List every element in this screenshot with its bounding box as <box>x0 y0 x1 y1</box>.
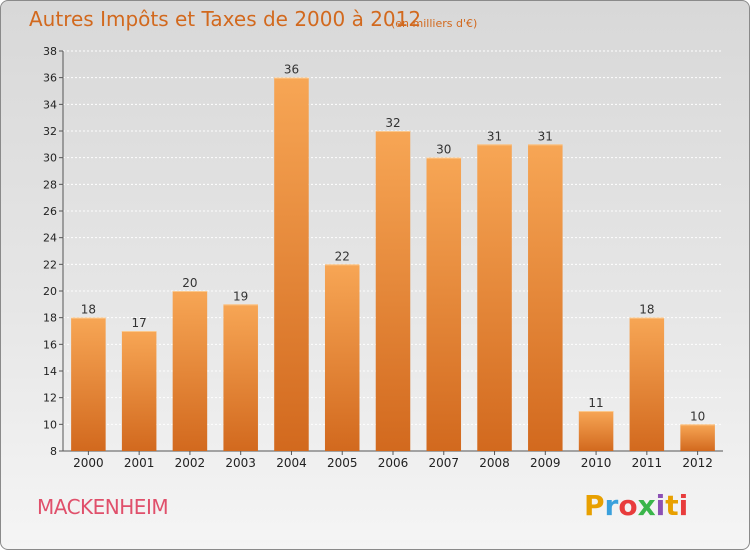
logo-letter: x <box>637 489 656 522</box>
y-tick-label: 14 <box>43 365 57 378</box>
chart-subtitle: (en milliers d'€) <box>391 17 478 30</box>
data-label: 22 <box>335 249 350 263</box>
x-tick-label: 2001 <box>124 456 155 470</box>
bar-2003 <box>223 304 258 451</box>
data-label: 32 <box>385 116 400 130</box>
data-label: 19 <box>233 289 248 303</box>
y-tick-label: 16 <box>43 338 57 351</box>
data-label: 18 <box>81 303 96 317</box>
bar-2005 <box>324 264 360 451</box>
x-tick-label: 2006 <box>378 456 409 470</box>
bar-2002 <box>172 291 208 451</box>
logo-letter: i <box>678 489 689 522</box>
commune-name: MACKENHEIM <box>37 495 169 519</box>
data-label: 18 <box>639 303 654 317</box>
y-tick-label: 20 <box>43 285 57 298</box>
bar-2009 <box>528 144 563 452</box>
data-label: 20 <box>182 276 197 290</box>
logo-letter: r <box>604 489 619 522</box>
bar-2011 <box>629 317 665 451</box>
bar-2000 <box>71 317 106 451</box>
x-tick-label: 2002 <box>175 456 206 470</box>
y-tick-label: 36 <box>43 72 57 85</box>
y-tick-label: 32 <box>43 125 57 138</box>
axes: 8 10 12 14 16 18 20 22 24 26 28 30 32 34 36 38 2000 2001 2… <box>43 45 723 470</box>
logo-letter: o <box>618 489 638 522</box>
bar-2006 <box>375 131 411 451</box>
x-tick-label: 2003 <box>225 456 256 470</box>
logo-letter: i <box>655 489 666 522</box>
proxiti-logo[interactable]: Proxiti <box>584 489 688 522</box>
y-tick-label: 38 <box>43 45 57 58</box>
y-tick-label: 26 <box>43 205 57 218</box>
data-label: 10 <box>690 409 705 423</box>
y-tick-label: 24 <box>43 232 57 245</box>
logo-letter: t <box>665 489 679 522</box>
bar-2008 <box>477 144 512 452</box>
x-tick-label: 2011 <box>632 456 663 470</box>
y-tick-label: 8 <box>50 445 57 458</box>
logo-letter: P <box>584 489 605 522</box>
data-labels: 18 17 20 19 36 22 32 30 31 31 11 18 10 <box>81 63 706 424</box>
chart-title: Autres Impôts et Taxes de 2000 à 2012 <box>29 7 422 31</box>
x-tick-label: 2007 <box>428 456 459 470</box>
data-label: 31 <box>487 129 502 143</box>
data-label: 36 <box>284 63 299 77</box>
bar-2007 <box>426 157 462 451</box>
x-tick-label: 2012 <box>682 456 713 470</box>
y-tick-label: 30 <box>43 152 57 165</box>
data-label: 17 <box>132 316 147 330</box>
bar-2004 <box>274 77 309 452</box>
bar-2012 <box>680 424 715 451</box>
data-label: 31 <box>538 129 553 143</box>
y-tick-label: 18 <box>43 312 57 325</box>
y-tick-label: 22 <box>43 258 57 271</box>
x-tick-label: 2010 <box>581 456 612 470</box>
x-tick-label: 2004 <box>276 456 307 470</box>
y-tick-label: 10 <box>43 418 57 431</box>
data-label: 11 <box>588 396 603 410</box>
y-tick-label: 28 <box>43 178 57 191</box>
y-tick-label: 34 <box>43 98 57 111</box>
x-tick-label: 2000 <box>73 456 104 470</box>
x-tick-label: 2009 <box>530 456 561 470</box>
bar-2010 <box>578 411 614 451</box>
x-tick-label: 2005 <box>327 456 358 470</box>
data-label: 30 <box>436 143 451 157</box>
bars <box>71 77 715 452</box>
bar-2001 <box>121 331 157 451</box>
y-tick-label: 12 <box>43 392 57 405</box>
x-tick-label: 2008 <box>479 456 510 470</box>
